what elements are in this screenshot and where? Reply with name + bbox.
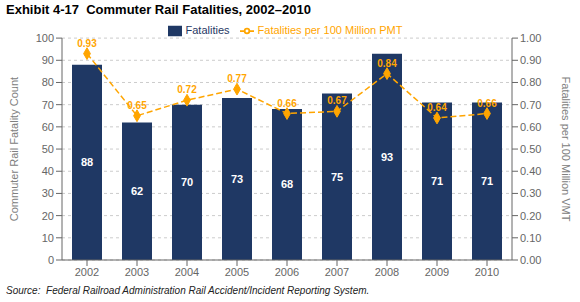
svg-text:0.84: 0.84 (377, 58, 397, 69)
svg-text:2009: 2009 (425, 266, 449, 278)
svg-text:0.40: 0.40 (520, 165, 541, 177)
svg-text:0.66: 0.66 (277, 98, 297, 109)
svg-text:0.80: 0.80 (520, 76, 541, 88)
svg-text:60: 60 (42, 121, 54, 133)
svg-text:80: 80 (42, 76, 54, 88)
svg-text:0.64: 0.64 (427, 102, 447, 113)
svg-text:1.00: 1.00 (520, 32, 541, 44)
svg-text:90: 90 (42, 54, 54, 66)
svg-text:71: 71 (431, 175, 443, 187)
svg-text:100: 100 (36, 32, 54, 44)
svg-text:70: 70 (181, 176, 193, 188)
html-text:Fatalities: Fatalities (185, 24, 230, 36)
svg-text:0.30: 0.30 (520, 187, 541, 199)
svg-text:0.93: 0.93 (77, 38, 97, 49)
svg-text:2003: 2003 (125, 266, 149, 278)
svg-text:68: 68 (281, 178, 293, 190)
svg-text:0.65: 0.65 (127, 100, 147, 111)
svg-text:0.20: 0.20 (520, 210, 541, 222)
svg-text:20: 20 (42, 210, 54, 222)
svg-text:88: 88 (81, 156, 93, 168)
svg-text:0.77: 0.77 (227, 73, 247, 84)
svg-text:50: 50 (42, 143, 54, 155)
html-text:Source: Federal Railroad Admin: Source: Federal Railroad Administration … (6, 285, 370, 296)
svg-text:2005: 2005 (225, 266, 249, 278)
svg-text:0.60: 0.60 (520, 121, 541, 133)
svg-text:0.10: 0.10 (520, 232, 541, 244)
svg-text:71: 71 (481, 175, 493, 187)
svg-text:0.90: 0.90 (520, 54, 541, 66)
svg-text:2008: 2008 (375, 266, 399, 278)
svg-text:62: 62 (131, 185, 143, 197)
svg-text:0.00: 0.00 (520, 254, 541, 266)
svg-text:0: 0 (48, 254, 54, 266)
svg-text:Commuter Rail Fatality Count: Commuter Rail Fatality Count (8, 77, 20, 221)
svg-text:2006: 2006 (275, 266, 299, 278)
svg-text:73: 73 (231, 173, 243, 185)
html-text:Fatalities per 100 Million PMT: Fatalities per 100 Million PMT (257, 24, 403, 36)
svg-text:30: 30 (42, 187, 54, 199)
svg-text:2002: 2002 (75, 266, 99, 278)
svg-text:0.72: 0.72 (177, 84, 197, 95)
svg-text:93: 93 (381, 151, 393, 163)
svg-text:0.66: 0.66 (477, 98, 497, 109)
svg-text:10: 10 (42, 232, 54, 244)
svg-text:0.70: 0.70 (520, 99, 541, 111)
svg-text:Fatalities per 100 Million VMT: Fatalities per 100 Million VMT (560, 77, 572, 222)
html-text:Exhibit 4-17 Commuter Rail Fat: Exhibit 4-17 Commuter Rail Fatalities, 2… (6, 2, 311, 17)
svg-text:75: 75 (331, 171, 343, 183)
svg-text:70: 70 (42, 99, 54, 111)
svg-text:2007: 2007 (325, 266, 349, 278)
svg-text:0.50: 0.50 (520, 143, 541, 155)
svg-text:2004: 2004 (175, 266, 199, 278)
svg-text:40: 40 (42, 165, 54, 177)
svg-text:2010: 2010 (475, 266, 499, 278)
svg-text:0.67: 0.67 (327, 95, 347, 106)
